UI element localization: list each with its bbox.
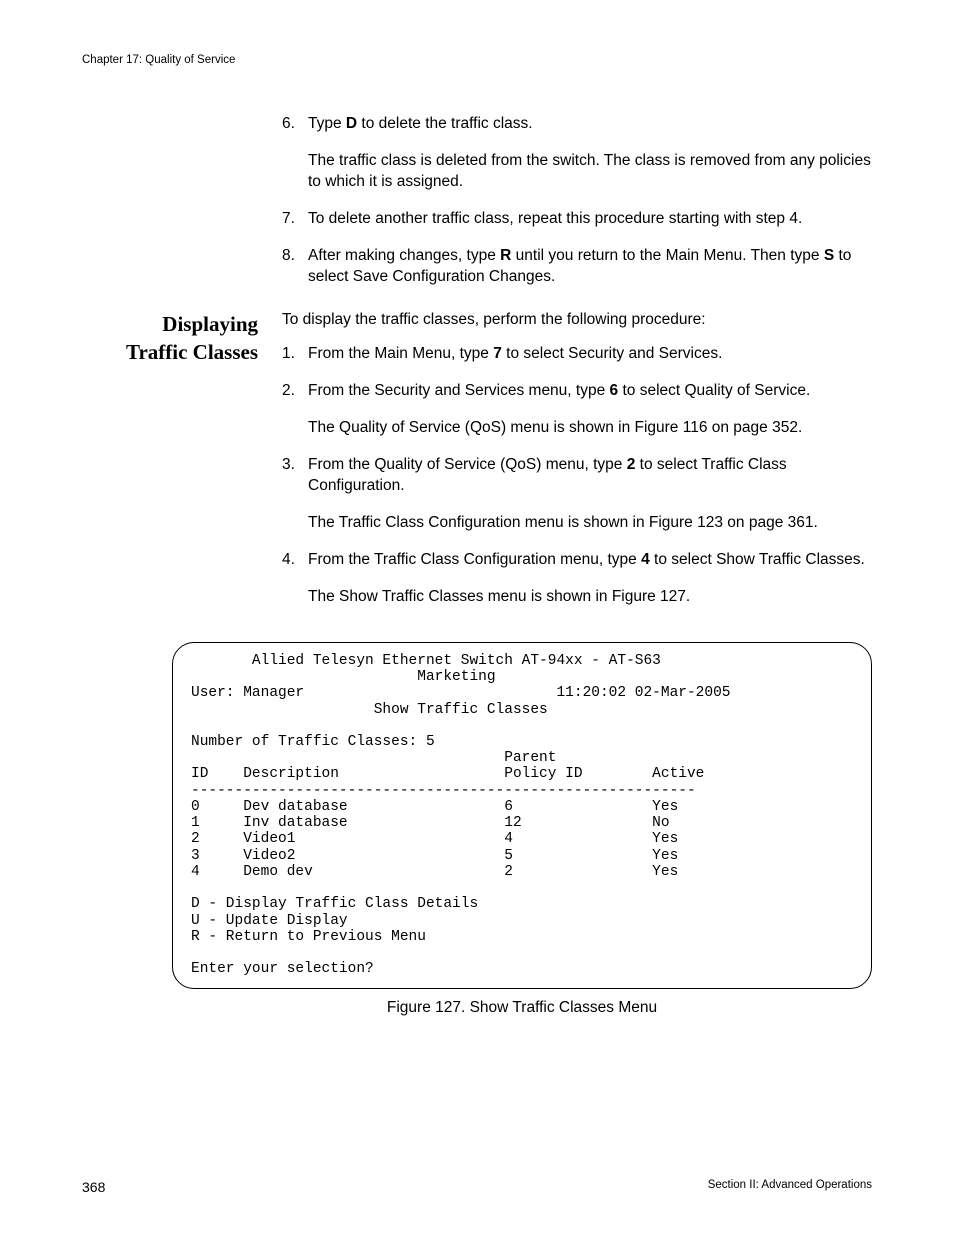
section-label: Section II: Advanced Operations (708, 1179, 872, 1195)
item-number: 3. (282, 455, 308, 534)
list-item: 1. From the Main Menu, type 7 to select … (282, 344, 872, 365)
heading-line2: Traffic Classes (126, 340, 258, 364)
text: From the Security and Services menu, typ… (308, 382, 610, 399)
section-block: Displaying Traffic Classes To display th… (82, 310, 872, 624)
item-para: From the Security and Services menu, typ… (308, 381, 872, 402)
list-item: 3. From the Quality of Service (QoS) men… (282, 455, 872, 534)
list-item: 2. From the Security and Services menu, … (282, 381, 872, 439)
item-number: 4. (282, 550, 308, 608)
top-block: 6. Type D to delete the traffic class. T… (82, 114, 872, 304)
text: From the Quality of Service (QoS) menu, … (308, 456, 627, 473)
page-number: 368 (82, 1179, 105, 1195)
bold-key: R (500, 247, 511, 264)
item-para: The Traffic Class Configuration menu is … (308, 513, 872, 534)
top-ordered-list: 6. Type D to delete the traffic class. T… (282, 114, 872, 288)
figure-caption: Figure 127. Show Traffic Classes Menu (172, 999, 872, 1017)
text: to select Quality of Service. (618, 382, 810, 399)
bold-key: 7 (493, 345, 502, 362)
section-main: To display the traffic classes, perform … (282, 310, 872, 624)
item-para: The traffic class is deleted from the sw… (308, 151, 872, 193)
page-footer: 368 Section II: Advanced Operations (82, 1179, 872, 1195)
text: From the Traffic Class Configuration men… (308, 551, 641, 568)
bold-key: 6 (610, 382, 619, 399)
section-intro: To display the traffic classes, perform … (282, 310, 872, 331)
item-para: The Show Traffic Classes menu is shown i… (308, 587, 872, 608)
bold-key: D (346, 115, 357, 132)
item-body: From the Main Menu, type 7 to select Sec… (308, 344, 872, 365)
top-list-col: 6. Type D to delete the traffic class. T… (282, 114, 872, 304)
item-para: From the Quality of Service (QoS) menu, … (308, 455, 872, 497)
section-ordered-list: 1. From the Main Menu, type 7 to select … (282, 344, 872, 607)
item-number: 8. (282, 246, 308, 288)
list-item: 8. After making changes, type R until yo… (282, 246, 872, 288)
text: Type (308, 115, 346, 132)
item-body: From the Security and Services menu, typ… (308, 381, 872, 439)
text: After making changes, type (308, 247, 500, 264)
list-item: 6. Type D to delete the traffic class. T… (282, 114, 872, 193)
item-number: 7. (282, 209, 308, 230)
text: until you return to the Main Menu. Then … (511, 247, 823, 264)
list-item: 4. From the Traffic Class Configuration … (282, 550, 872, 608)
item-body: After making changes, type R until you r… (308, 246, 872, 288)
list-item: 7. To delete another traffic class, repe… (282, 209, 872, 230)
item-para: After making changes, type R until you r… (308, 246, 872, 288)
text: to select Show Traffic Classes. (650, 551, 865, 568)
bold-key: S (824, 247, 834, 264)
item-para: The Quality of Service (QoS) menu is sho… (308, 418, 872, 439)
side-col: Displaying Traffic Classes (82, 310, 258, 624)
text: to delete the traffic class. (357, 115, 532, 132)
terminal-screen: Allied Telesyn Ethernet Switch AT-94xx -… (172, 642, 872, 989)
item-body: Type D to delete the traffic class. The … (308, 114, 872, 193)
item-para: To delete another traffic class, repeat … (308, 209, 872, 230)
chapter-header: Chapter 17: Quality of Service (82, 54, 872, 66)
section-heading: Displaying Traffic Classes (82, 310, 258, 367)
item-body: From the Quality of Service (QoS) menu, … (308, 455, 872, 534)
item-number: 2. (282, 381, 308, 439)
page: Chapter 17: Quality of Service 6. Type D… (0, 0, 954, 1235)
item-number: 6. (282, 114, 308, 193)
item-para: Type D to delete the traffic class. (308, 114, 872, 135)
side-col-empty (82, 114, 258, 304)
terminal-figure: Allied Telesyn Ethernet Switch AT-94xx -… (172, 642, 872, 1017)
item-para: From the Traffic Class Configuration men… (308, 550, 872, 571)
text: to select Security and Services. (502, 345, 723, 362)
text: From the Main Menu, type (308, 345, 493, 362)
item-body: From the Traffic Class Configuration men… (308, 550, 872, 608)
item-para: From the Main Menu, type 7 to select Sec… (308, 344, 872, 365)
bold-key: 4 (641, 551, 650, 568)
item-body: To delete another traffic class, repeat … (308, 209, 872, 230)
item-number: 1. (282, 344, 308, 365)
heading-line1: Displaying (162, 312, 258, 336)
